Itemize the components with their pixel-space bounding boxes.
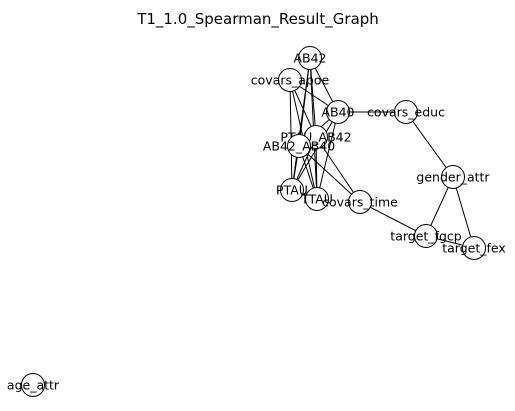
edge-ab40--ttau [316, 111, 339, 200]
node-circle [441, 165, 465, 189]
edge-covars-apoe--ptau [289, 79, 293, 191]
node-gender-attr: gender_attr [416, 165, 490, 189]
edge-ab42-ab40--covars-time [298, 145, 361, 203]
node-ptau: PTAU [276, 178, 308, 202]
node-label: TTAU [300, 192, 333, 207]
node-ab42: AB42 [293, 46, 327, 70]
node-age-attr: age_attr [7, 373, 60, 397]
node-circle [278, 68, 302, 92]
edge-ab40--ptau [291, 111, 339, 191]
node-label: AB42 [293, 51, 326, 66]
node-label: target_fex [442, 241, 506, 256]
node-circle [348, 190, 372, 214]
edge-covars-educ--gender-attr [405, 111, 454, 178]
node-target-fgcp: target_fgcp [390, 224, 462, 248]
node-ttau: TTAU [300, 187, 333, 211]
node-covars-educ: covars_educ [367, 100, 445, 124]
node-circle [287, 134, 311, 158]
node-label: target_fgcp [390, 229, 461, 244]
node-circle [326, 100, 350, 124]
node-circle [280, 178, 304, 202]
node-ab40: AB40 [321, 100, 355, 124]
node-circle [21, 373, 45, 397]
node-circle [414, 224, 438, 248]
node-label: covars_time [322, 195, 398, 210]
node-label: AB42_AB40 [263, 139, 335, 154]
node-label: covars_apoe [251, 73, 330, 88]
node-circle [394, 100, 418, 124]
node-circle [298, 46, 322, 70]
edge-gender-attr--target-fex [452, 176, 475, 249]
node-covars-apoe: covars_apoe [251, 68, 330, 92]
graph-title: T1_1.0_Spearman_Result_Graph [136, 10, 379, 29]
node-label: gender_attr [416, 170, 490, 185]
node-circle [305, 187, 329, 211]
node-ab42-ab40: AB42_AB40 [263, 134, 335, 158]
node-circle [462, 236, 486, 260]
node-covars-time: covars_time [322, 190, 398, 214]
edge-covars-time--target-fgcp [359, 201, 427, 237]
node-label: AB40 [321, 105, 354, 120]
node-label: covars_educ [367, 105, 445, 120]
node-label: age_attr [7, 378, 60, 393]
edge-ptau-ab42--covars-time [315, 136, 361, 203]
node-target-fex: target_fex [442, 236, 506, 260]
node-label: PTAU [276, 183, 308, 198]
